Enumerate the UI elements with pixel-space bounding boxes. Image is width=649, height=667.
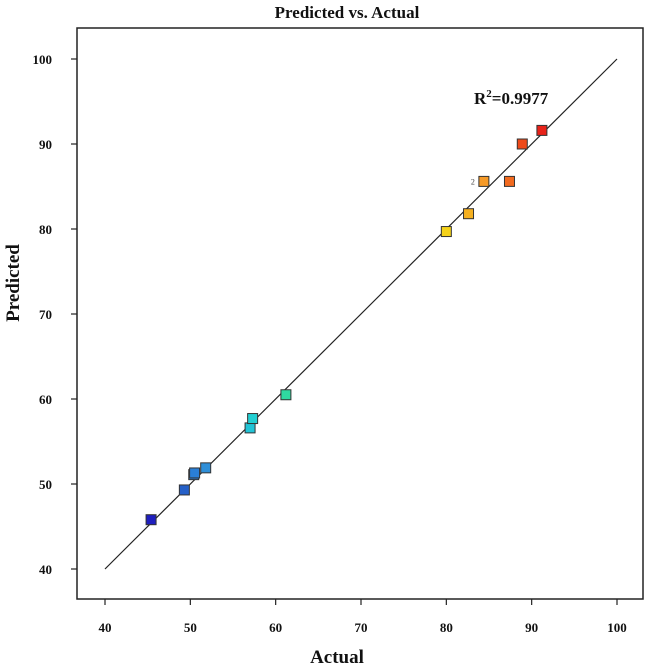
data-point [178,484,190,496]
data-point [478,175,490,187]
y-tick-label: 60 [39,392,52,407]
x-tick-label: 70 [355,620,368,635]
y-tick-label: 80 [39,222,52,237]
data-point [200,462,212,474]
data-point [247,413,259,425]
x-tick-label: 50 [184,620,197,635]
point-replicate-label: 2 [471,177,475,186]
data-point [244,422,256,434]
r-squared-base: R [474,89,487,108]
data-point [145,514,157,526]
x-tick-label: 40 [99,620,112,635]
y-tick-label: 50 [39,477,52,492]
data-point [516,138,528,150]
y-tick-label: 40 [39,562,52,577]
x-tick-label: 80 [440,620,453,635]
r-squared-annotation: R2=0.9977 [474,88,549,108]
data-point [463,208,475,220]
data-points: 2 [145,124,548,526]
x-tick-label: 100 [607,620,627,635]
chart-title: Predicted vs. Actual [275,3,420,22]
y-axis-label: Predicted [3,244,24,322]
y-tick-label: 70 [39,307,52,322]
r-squared-value: =0.9977 [492,89,549,108]
data-point [280,389,292,401]
y-tick-label: 100 [33,52,53,67]
r-squared-superscript: 2 [486,88,492,100]
data-point [503,175,515,187]
data-point [536,124,548,136]
x-tick-label: 60 [269,620,282,635]
data-point [440,226,452,238]
fit-line [104,58,618,570]
data-point [189,467,201,479]
plot-frame [76,27,644,600]
axes: 40 50 60 70 80 90 100 40 50 60 70 80 90 100 [33,52,627,635]
y-tick-label: 90 [39,137,52,152]
x-axis-label: Actual [310,647,364,667]
x-tick-label: 90 [525,620,538,635]
